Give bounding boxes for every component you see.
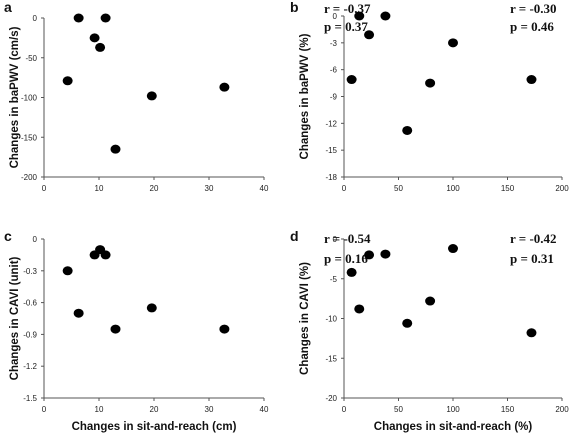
panel-d-data-point xyxy=(354,304,365,314)
panel-d-x-tick-label: 150 xyxy=(501,405,515,414)
panel-a-y-tick-label: -200 xyxy=(21,173,38,182)
panel-a-data-point xyxy=(73,13,84,23)
panel-c-data-point xyxy=(146,303,157,313)
panel-c-x-tick-label: 10 xyxy=(95,405,104,414)
panel-a-x-tick-label: 30 xyxy=(205,184,214,193)
panel-b-p-value: p = 0.46 xyxy=(510,19,554,34)
panel-b-x-tick-label: 200 xyxy=(555,184,569,193)
panel-c-y-tick-label: -0.9 xyxy=(23,330,37,339)
panel-a-data-point xyxy=(146,91,157,101)
panel-d-x-tick-label: 0 xyxy=(342,405,347,414)
panel-d-x-tick-label: 200 xyxy=(555,405,569,414)
panel-c-data-point xyxy=(100,250,111,260)
panel-d-y-tick-label: -5 xyxy=(330,275,338,284)
panel-a-y-tick-label: -150 xyxy=(21,133,38,142)
panel-c-y-tick-label: 0 xyxy=(33,235,38,244)
panel-b-data-point xyxy=(448,38,458,48)
panel-a-x-tick-label: 40 xyxy=(260,184,269,193)
panel-b-y-tick-label: -12 xyxy=(325,119,337,128)
panel-c-p-value: p = 0.16 xyxy=(324,251,368,266)
panel-a-data-point xyxy=(89,33,100,43)
panel-d-data-point xyxy=(526,328,537,338)
panel-a-y-axis-title: Changes in baPWV (cm/s) xyxy=(9,26,21,168)
panel-b-r-value: r = -0.30 xyxy=(510,1,557,16)
panel-b-y-tick-label: -6 xyxy=(330,66,338,75)
panel-b-data-point xyxy=(380,11,391,21)
panel-c-y-axis-title: Changes in CAVI (unit) xyxy=(9,256,21,380)
panel-c-y-tick-label: -0.6 xyxy=(23,299,37,308)
panel-c-y-tick-label: -1.2 xyxy=(23,362,37,371)
panel-a-x-tick-label: 20 xyxy=(150,184,159,193)
panel-b-y-tick-label: -9 xyxy=(330,93,338,102)
panel-d-y-axis-title: Changes in CAVI (%) xyxy=(299,262,311,375)
panel-b-y-tick-label: 0 xyxy=(333,12,338,21)
panel-c-y-tick-label: -0.3 xyxy=(23,267,37,276)
panel-d-p-value: p = 0.31 xyxy=(510,251,554,266)
panel-b-data-point xyxy=(402,125,413,135)
panel-a-x-tick-label: 10 xyxy=(95,184,104,193)
panel-c-x-tick-label: 40 xyxy=(260,405,269,414)
panel-c-x-tick-label: 0 xyxy=(42,405,47,414)
panel-b-data-point xyxy=(526,75,537,85)
panel-b-letter: b xyxy=(290,0,299,15)
panel-a-letter: a xyxy=(4,0,12,15)
panel-d-y-tick-label: -15 xyxy=(325,354,337,363)
panel-a-y-tick-label: -100 xyxy=(21,94,38,103)
panel-d-letter: d xyxy=(290,228,299,244)
panel-a-r-value: r = -0.37 xyxy=(324,1,371,16)
panel-c-r-value: r = -0.54 xyxy=(324,231,371,246)
panel-b-data-point xyxy=(346,75,357,85)
panel-b-y-tick-label: -3 xyxy=(330,39,338,48)
panel-c-x-tick-label: 20 xyxy=(150,405,159,414)
panel-a-data-point xyxy=(95,42,106,52)
panel-b-y-axis-title: Changes in baPWV (%) xyxy=(299,33,311,159)
panel-a-y-tick-label: -50 xyxy=(25,54,37,63)
panel-c-x-tick-label: 30 xyxy=(205,405,214,414)
panel-a-data-point xyxy=(100,13,111,23)
panel-d-y-tick-label: -10 xyxy=(325,315,337,324)
panel-a-data-point xyxy=(110,144,121,154)
panel-b-x-tick-label: 50 xyxy=(394,184,403,193)
panel-c-data-point xyxy=(73,308,84,318)
panel-b-data-point xyxy=(354,11,365,21)
panel-b-data-point xyxy=(425,78,436,88)
panel-d-data-point xyxy=(425,296,436,306)
panel-a-x-tick-label: 0 xyxy=(42,184,47,193)
panel-d-y-tick-label: 0 xyxy=(333,235,338,244)
panel-b-data-point xyxy=(364,30,375,40)
panel-d-data-point xyxy=(380,249,391,259)
panel-d-r-value: r = -0.42 xyxy=(510,231,557,246)
panel-c-data-point xyxy=(219,324,230,334)
panel-b-y-tick-label: -15 xyxy=(325,146,337,155)
panel-d-data-point xyxy=(402,318,413,328)
panel-d-data-point xyxy=(346,267,357,277)
panel-a-data-point xyxy=(219,82,230,92)
panel-c-data-point xyxy=(62,266,73,276)
panel-c-letter: c xyxy=(4,228,12,244)
panel-d-y-tick-label: -20 xyxy=(325,394,337,403)
panel-d-x-tick-label: 50 xyxy=(394,405,403,414)
panel-d-data-point xyxy=(448,244,458,254)
panel-a-data-point xyxy=(62,76,73,86)
panel-c-x-axis-title: Changes in sit-and-reach (cm) xyxy=(72,421,237,433)
panel-b-x-tick-label: 150 xyxy=(501,184,515,193)
panel-b-y-tick-label: -18 xyxy=(325,173,337,182)
panel-a-y-tick-label: 0 xyxy=(33,14,38,23)
panel-a-p-value: p = 0.37 xyxy=(324,19,368,34)
panel-c-y-tick-label: -1.5 xyxy=(23,394,37,403)
panel-b-x-tick-label: 100 xyxy=(446,184,460,193)
panel-c-data-point xyxy=(110,324,121,334)
panel-d-x-tick-label: 100 xyxy=(446,405,460,414)
panel-d-data-point xyxy=(364,250,375,260)
panel-b-x-tick-label: 0 xyxy=(342,184,347,193)
panel-d-x-axis-title: Changes in sit-and-reach (%) xyxy=(374,421,533,433)
